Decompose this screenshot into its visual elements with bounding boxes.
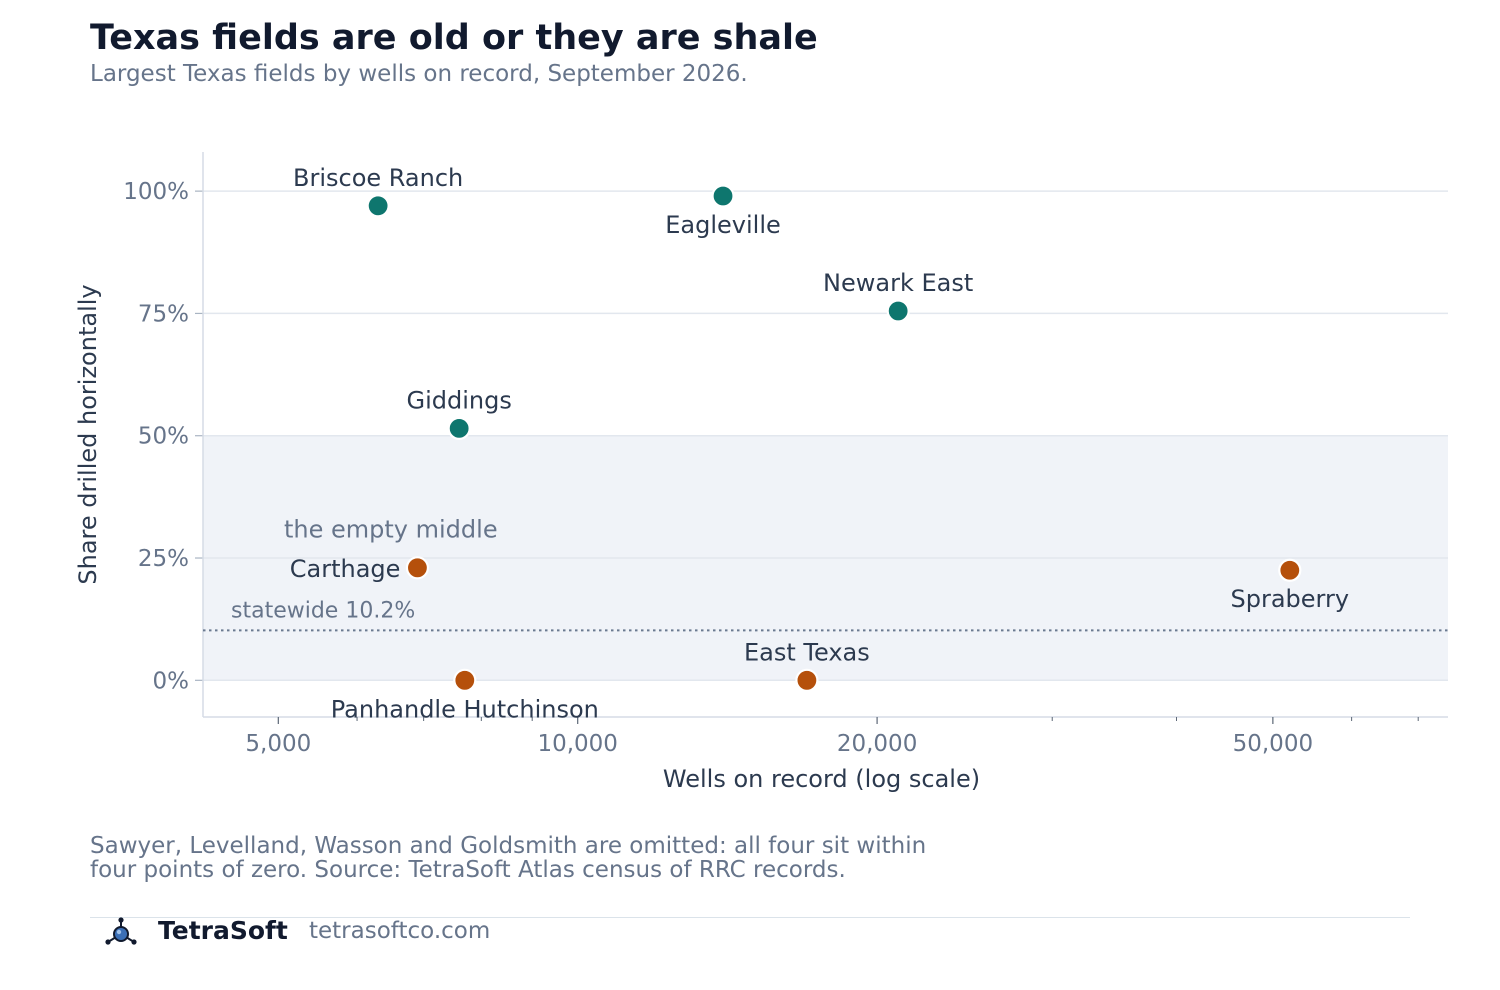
- point-label: Newark East: [823, 269, 973, 297]
- point-label: Briscoe Ranch: [293, 164, 463, 192]
- point-label: East Texas: [744, 638, 870, 666]
- x-tick-label: 5,000: [245, 731, 311, 757]
- point-label: Carthage: [290, 555, 401, 583]
- y-tick-label: 25%: [138, 546, 189, 572]
- point-label: Panhandle Hutchinson: [331, 695, 599, 723]
- brand-website: tetrasoftco.com: [309, 918, 491, 944]
- tetrasoft-logo-icon: [105, 917, 137, 945]
- x-tick-label: 10,000: [537, 731, 617, 757]
- footnote-line-1: Sawyer, Levelland, Wasson and Goldsmith …: [90, 833, 927, 859]
- point-label: Giddings: [406, 386, 511, 414]
- data-point: [1278, 558, 1302, 582]
- footnote-line-2: four points of zero. Source: TetraSoft A…: [90, 857, 846, 883]
- y-tick-label: 0%: [153, 668, 190, 694]
- x-tick-label: 50,000: [1233, 731, 1313, 757]
- y-tick-label: 75%: [138, 301, 189, 327]
- chart-title: Texas fields are old or they are shale: [90, 18, 818, 58]
- reference-line-label: statewide 10.2%: [231, 598, 415, 623]
- footer-divider: [90, 917, 1410, 918]
- chart-subtitle: Largest Texas fields by wells on record,…: [90, 61, 748, 87]
- point-label: Eagleville: [665, 211, 781, 239]
- data-point: [405, 556, 430, 580]
- scatter-chart: 0% 25% 50% 75% 100% 5,000 10,000 20,000 50,000 We…: [74, 152, 1448, 793]
- data-point: [447, 416, 471, 440]
- footnote: Sawyer, Levelland, Wasson and Goldsmith …: [90, 834, 1090, 882]
- point-label: Spraberry: [1231, 585, 1350, 613]
- data-point: [453, 668, 477, 692]
- data-point: [886, 299, 910, 323]
- data-point: [795, 668, 819, 692]
- brand-name: TetraSoft: [158, 916, 288, 945]
- band-annotation: the empty middle: [284, 516, 498, 544]
- y-axis-title: Share drilled horizontally: [74, 284, 102, 584]
- data-point: [711, 184, 735, 208]
- x-axis-title: Wells on record (log scale): [663, 765, 980, 793]
- x-tick-label: 20,000: [837, 731, 917, 757]
- y-tick-label: 50%: [138, 424, 189, 450]
- data-point: [366, 194, 390, 218]
- y-tick-label: 100%: [123, 179, 189, 205]
